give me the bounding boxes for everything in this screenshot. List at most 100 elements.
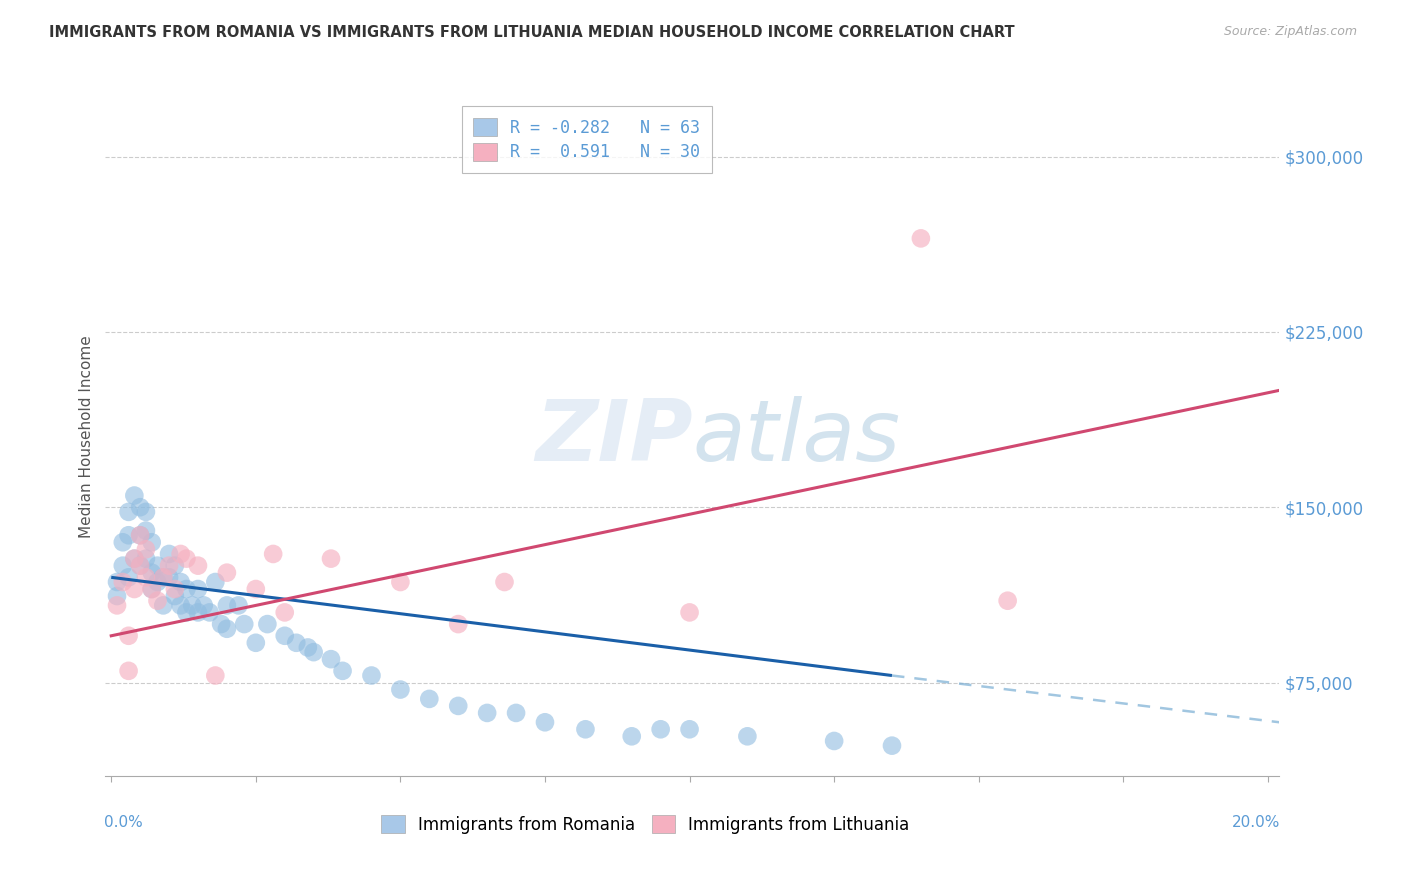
Point — [650, 723, 672, 737]
Point — [135, 524, 157, 538]
Point — [111, 535, 134, 549]
Point — [117, 664, 139, 678]
Point — [319, 652, 342, 666]
Point — [285, 636, 308, 650]
Point — [198, 606, 221, 620]
Legend: Immigrants from Romania, Immigrants from Lithuania: Immigrants from Romania, Immigrants from… — [373, 807, 918, 842]
Point — [105, 574, 128, 589]
Point — [135, 570, 157, 584]
Point — [910, 231, 932, 245]
Point — [262, 547, 284, 561]
Point — [475, 706, 498, 720]
Y-axis label: Median Household Income: Median Household Income — [79, 335, 94, 539]
Point — [193, 599, 215, 613]
Point — [302, 645, 325, 659]
Point — [124, 551, 146, 566]
Point — [447, 617, 470, 632]
Point — [141, 582, 163, 596]
Point — [187, 558, 209, 573]
Point — [146, 593, 169, 607]
Point — [176, 551, 198, 566]
Point — [157, 570, 180, 584]
Point — [176, 606, 198, 620]
Point — [157, 558, 180, 573]
Point — [389, 682, 412, 697]
Text: 0.0%: 0.0% — [104, 815, 143, 830]
Point — [274, 606, 297, 620]
Point — [105, 589, 128, 603]
Point — [332, 664, 354, 678]
Point — [997, 593, 1019, 607]
Text: IMMIGRANTS FROM ROMANIA VS IMMIGRANTS FROM LITHUANIA MEDIAN HOUSEHOLD INCOME COR: IMMIGRANTS FROM ROMANIA VS IMMIGRANTS FR… — [49, 25, 1015, 40]
Point — [135, 505, 157, 519]
Point — [129, 558, 152, 573]
Point — [152, 570, 174, 584]
Point — [111, 558, 134, 573]
Point — [152, 599, 174, 613]
Point — [163, 582, 186, 596]
Point — [418, 692, 440, 706]
Point — [297, 640, 319, 655]
Point — [187, 582, 209, 596]
Point — [135, 542, 157, 557]
Point — [678, 606, 700, 620]
Point — [534, 715, 557, 730]
Point — [678, 723, 700, 737]
Point — [494, 574, 516, 589]
Point — [620, 729, 643, 743]
Point — [215, 566, 238, 580]
Point — [129, 528, 152, 542]
Point — [319, 551, 342, 566]
Point — [129, 528, 152, 542]
Point — [256, 617, 278, 632]
Point — [141, 582, 163, 596]
Point — [146, 558, 169, 573]
Point — [129, 500, 152, 515]
Point — [157, 547, 180, 561]
Point — [233, 617, 256, 632]
Text: Source: ZipAtlas.com: Source: ZipAtlas.com — [1223, 25, 1357, 38]
Point — [152, 570, 174, 584]
Point — [117, 570, 139, 584]
Point — [215, 599, 238, 613]
Point — [169, 547, 191, 561]
Point — [215, 622, 238, 636]
Point — [737, 729, 759, 743]
Point — [204, 668, 226, 682]
Point — [117, 528, 139, 542]
Point — [245, 636, 267, 650]
Point — [181, 599, 204, 613]
Text: ZIP: ZIP — [534, 395, 693, 479]
Point — [124, 551, 146, 566]
Point — [360, 668, 382, 682]
Point — [209, 617, 232, 632]
Point — [169, 574, 191, 589]
Point — [389, 574, 412, 589]
Point — [187, 606, 209, 620]
Point — [117, 505, 139, 519]
Point — [204, 574, 226, 589]
Point — [111, 574, 134, 589]
Point — [447, 698, 470, 713]
Text: 20.0%: 20.0% — [1232, 815, 1281, 830]
Point — [129, 558, 152, 573]
Point — [505, 706, 527, 720]
Point — [176, 582, 198, 596]
Point — [135, 551, 157, 566]
Point — [141, 566, 163, 580]
Text: atlas: atlas — [693, 395, 900, 479]
Point — [880, 739, 903, 753]
Point — [574, 723, 596, 737]
Point — [245, 582, 267, 596]
Point — [124, 582, 146, 596]
Point — [146, 574, 169, 589]
Point — [823, 734, 845, 748]
Point — [163, 589, 186, 603]
Point — [141, 535, 163, 549]
Point — [124, 489, 146, 503]
Point — [117, 629, 139, 643]
Point — [228, 599, 250, 613]
Point — [169, 599, 191, 613]
Point — [274, 629, 297, 643]
Point — [105, 599, 128, 613]
